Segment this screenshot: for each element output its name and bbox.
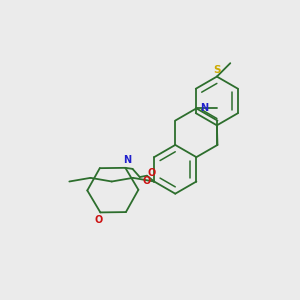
Text: N: N <box>200 103 208 113</box>
Text: O: O <box>143 176 151 186</box>
Text: O: O <box>95 215 103 225</box>
Text: N: N <box>123 155 131 165</box>
Text: O: O <box>148 168 156 178</box>
Text: S: S <box>214 65 221 75</box>
